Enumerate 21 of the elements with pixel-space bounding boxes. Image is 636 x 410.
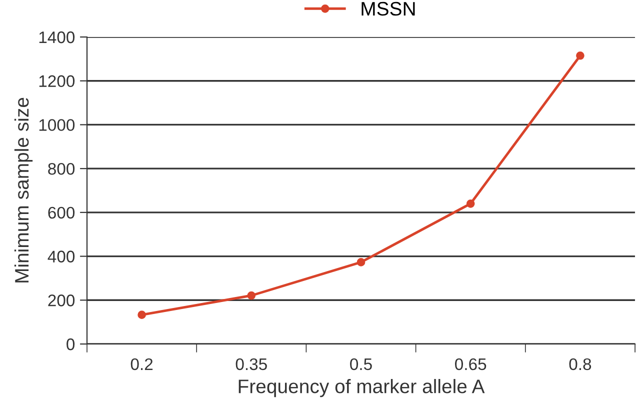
legend-label: MSSN [362, 2, 415, 16]
point [466, 199, 475, 208]
y-tick-label: 0 [66, 338, 75, 350]
x-tick-label: 0.5 [350, 358, 372, 370]
point [247, 291, 256, 300]
y-tick-label: 1000 [39, 119, 75, 131]
y-tick-label: 1400 [39, 31, 75, 44]
y-axis-title: Minimum sample size [14, 98, 33, 282]
x-axis-title: Frequency of marker allele A [238, 378, 485, 398]
x-tick-label: 0.35 [236, 358, 267, 370]
point [138, 310, 146, 319]
y-tick-label: 800 [48, 162, 75, 175]
x-tick-label: 0.2 [130, 358, 153, 370]
y-tick-label: 200 [48, 294, 75, 306]
x-tick-label: 0.65 [455, 358, 486, 370]
point [356, 258, 366, 266]
x-tick-label: 0.8 [569, 358, 592, 370]
y-tick-label: 600 [48, 206, 75, 219]
y-tick-label: 400 [48, 250, 75, 262]
y-tick-label: 1200 [39, 75, 75, 88]
point [576, 51, 584, 60]
